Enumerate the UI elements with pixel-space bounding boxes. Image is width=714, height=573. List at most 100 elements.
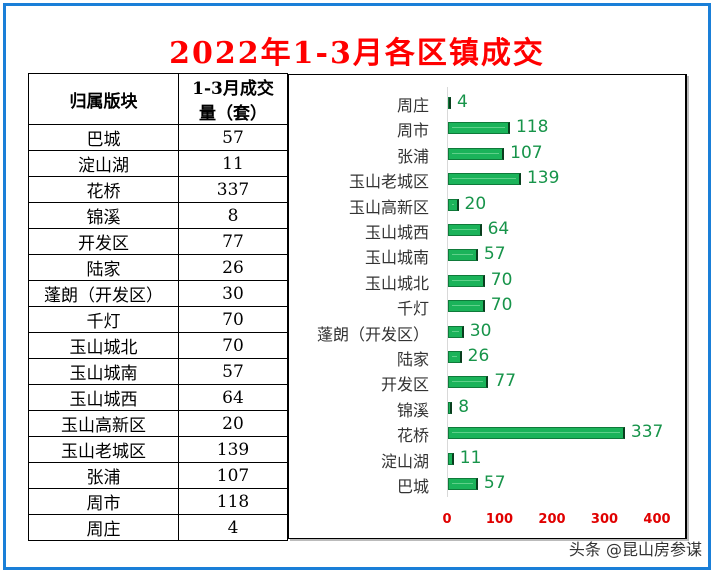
cell-count: 20 [178,410,288,437]
cell-area: 锦溪 [28,202,179,229]
category-label: 开发区 [380,375,429,395]
table-row: 陆家 26 [28,254,288,281]
bar-value-label: 11 [459,447,482,468]
cell-area: 花桥 [28,176,179,203]
bar [448,122,510,135]
bar [448,325,464,338]
x-tick-label: 100 [485,512,514,527]
cell-area: 开发区 [28,228,179,255]
header-count-line2: 量（套） [199,104,267,124]
table-row: 花桥 337 [28,176,288,203]
bar [448,300,485,313]
chart-row: 开发区 77 [289,369,685,394]
cell-count: 57 [178,124,288,151]
bar [448,401,453,414]
cell-area: 千灯 [28,306,179,333]
category-label: 花桥 [396,426,429,446]
bar [448,173,521,186]
bar-value-label: 77 [494,371,517,392]
category-axis-line [447,87,448,497]
header-area: 归属版块 [28,73,179,125]
bar-value-label: 107 [510,142,543,163]
cell-area: 玉山城南 [28,358,179,385]
header-count: 1-3月成交 量（套） [178,73,288,125]
chart-row: 周市 118 [289,115,685,140]
cell-area: 周庄 [28,514,179,541]
watermark: 头条 @昆山房参谋 [568,540,702,559]
table-row: 玉山城北 70 [28,332,288,359]
table-row: 蓬朗（开发区） 30 [28,280,288,307]
cell-count: 118 [178,488,288,515]
bar [448,198,459,211]
bar [448,452,454,465]
cell-area: 张浦 [28,462,179,489]
cell-area: 周市 [28,488,179,515]
bar-value-label: 57 [483,473,506,493]
cell-area: 淀山湖 [28,150,179,177]
table-row: 周市 118 [28,488,288,515]
bar-value-label: 30 [469,320,492,341]
bar-chart: 周庄 4 周市 118 张浦 107 玉山老城区 139 玉山高新区 20 玉山城西 64 玉山城南 57… [288,74,687,539]
bar-value-label: 4 [457,92,468,112]
table-header-row: 归属版块 1-3月成交 量（套） [28,73,288,125]
cell-count: 57 [178,358,288,385]
bar [448,147,505,160]
bar-value-label: 26 [467,346,490,366]
chart-row: 花桥 337 [289,420,685,445]
x-tick-label: 200 [538,512,566,527]
table-row: 玉山城南 57 [28,358,288,385]
bar [448,478,478,490]
table-row: 开发区 77 [28,228,288,255]
chart-row: 玉山城北 70 [289,268,685,293]
bar [448,376,489,389]
bar-value-label: 8 [458,396,470,417]
chart-row: 陆家 26 [289,344,685,369]
category-label: 淀山湖 [380,451,429,471]
category-label: 玉山老城区 [348,172,429,192]
cell-count: 30 [178,280,288,307]
category-label: 周市 [396,121,429,141]
bar-value-label: 64 [487,219,510,239]
x-tick-label: 400 [643,512,671,527]
chart-row: 玉山城西 64 [289,217,685,242]
category-label: 玉山城北 [364,273,429,293]
table-row: 玉山老城区 139 [28,436,288,463]
chart-row: 淀山湖 11 [289,446,685,471]
table-row: 千灯 70 [28,306,288,333]
bar [448,351,462,363]
category-label: 陆家 [396,350,429,369]
cell-count: 107 [178,462,288,489]
table-row: 玉山城西 64 [28,384,288,411]
chart-row: 锦溪 8 [289,395,685,420]
cell-count: 139 [178,436,288,463]
cell-count: 77 [178,228,288,255]
bar-value-label: 337 [630,422,664,443]
x-tick-label: 300 [590,512,619,527]
bar [448,97,451,109]
cell-area: 巴城 [28,124,179,151]
category-label: 锦溪 [396,400,429,420]
bar-value-label: 118 [515,117,549,138]
bar [448,427,625,440]
chart-row: 玉山老城区 139 [289,166,685,191]
cell-count: 4 [178,514,288,541]
chart-row: 周庄 4 [289,90,685,115]
header-count-line1: 1-3月成交 [192,79,274,99]
table-row: 巴城 57 [28,124,288,151]
cell-area: 玉山城北 [28,332,179,359]
chart-row: 蓬朗（开发区） 30 [289,319,685,344]
bar-value-label: 20 [464,193,487,214]
category-label: 周庄 [396,96,429,115]
bar [448,249,478,262]
chart-row: 玉山高新区 20 [289,192,685,217]
chart-row: 玉山城南 57 [289,242,685,267]
bar-value-label: 139 [526,168,560,189]
bar [448,224,482,236]
cell-area: 蓬朗（开发区） [28,280,179,307]
table-row: 锦溪 8 [28,202,288,229]
chart-row: 千灯 70 [289,293,685,318]
cell-count: 337 [178,176,288,203]
table-row: 玉山高新区 20 [28,410,288,437]
cell-area: 陆家 [28,254,179,281]
cell-count: 70 [178,332,288,359]
